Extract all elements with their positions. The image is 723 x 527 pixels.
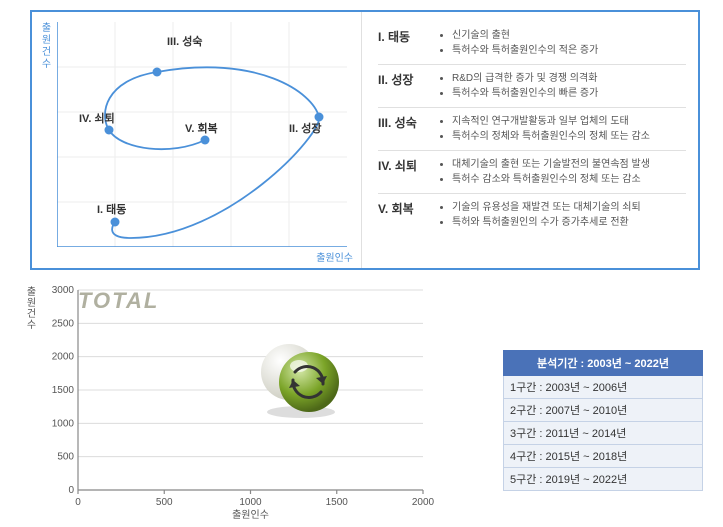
legend-desc-line: 특허와 특허출원인의 수가 증가추세로 전환 <box>452 215 641 230</box>
legend-row: I. 태동신기술의 출현특허수와 특허출원인수의 적은 증가 <box>378 22 686 65</box>
stage-marker <box>111 218 120 227</box>
stage-marker <box>315 113 324 122</box>
period-row: 3구간 : 2011년 ~ 2014년 <box>503 422 703 445</box>
legend-desc-line: 특허수와 특허출원인수의 빠른 증가 <box>452 86 598 101</box>
legend-label: III. 성숙 <box>378 114 438 131</box>
legend-row: III. 성숙지속적인 연구개발활동과 일부 업체의 도태특허수의 정체와 특허… <box>378 108 686 151</box>
legend-label: IV. 쇠퇴 <box>378 157 438 174</box>
x-tick: 2000 <box>412 497 435 508</box>
stage-label: II. 성장 <box>289 121 321 135</box>
y-tick: 3000 <box>52 285 75 296</box>
lifecycle-svg: I. 태동 V. 회복 II. 성장 III. 성숙 IV. 쇠퇴 <box>57 22 347 247</box>
total-chart-svg: 0 500 1000 1500 2000 2500 3000 0 500 1000 1500 2000… <box>38 280 438 520</box>
legend-desc: 신기술의 출현특허수와 특허출원인수의 적은 증가 <box>438 28 598 58</box>
stage-marker <box>201 136 210 145</box>
stage-marker <box>105 126 114 135</box>
y-tick: 500 <box>57 452 74 463</box>
legend-label: I. 태동 <box>378 28 438 45</box>
lifecycle-chart: 출원건수 출원인수 I. 태동 V. 회복 II. 성장 III. 성숙 IV. 쇠퇴 <box>32 12 362 268</box>
legend-row: II. 성장R&D의 급격한 증가 및 경쟁 의격화특허수와 특허출원인수의 빠… <box>378 65 686 108</box>
y-tick: 1000 <box>52 418 75 429</box>
legend-desc: 대체기술의 출현 또는 기술발전의 불연속점 발생특허수 감소와 특허출원인수의… <box>438 157 650 187</box>
stage-label: IV. 쇠퇴 <box>79 111 115 125</box>
legend-desc-line: 특허수와 특허출원인수의 적은 증가 <box>452 43 598 58</box>
y-tick: 2500 <box>52 318 75 329</box>
stage-label: I. 태동 <box>97 202 126 216</box>
legend-desc-line: 대체기술의 출현 또는 기술발전의 불연속점 발생 <box>452 157 650 172</box>
legend-desc-line: 기술의 유용성을 재발견 또는 대체기술의 쇠퇴 <box>452 200 641 215</box>
period-row: 5구간 : 2019년 ~ 2022년 <box>503 468 703 491</box>
x-tick: 1500 <box>326 497 349 508</box>
x-tick: 0 <box>75 497 81 508</box>
legend-desc-line: 특허수 감소와 특허출원인수의 정체 또는 감소 <box>452 172 650 187</box>
lifecycle-legend: I. 태동신기술의 출현특허수와 특허출원인수의 적은 증가II. 성장R&D의… <box>362 12 698 268</box>
lifecycle-panel: 출원건수 출원인수 I. 태동V. 회복II. 성장III. 성숙IV. 쇠퇴 … <box>30 10 700 270</box>
period-table-header: 분석기간 : 2003년 ~ 2022년 <box>503 350 703 376</box>
y-tick: 1500 <box>52 385 75 396</box>
legend-desc-line: R&D의 급격한 증가 및 경쟁 의격화 <box>452 71 598 86</box>
total-chart-x-axis-label: 출원인수 <box>232 509 269 520</box>
analysis-period-table: 분석기간 : 2003년 ~ 2022년 1구간 : 2003년 ~ 2006년… <box>503 350 703 491</box>
legend-desc: 기술의 유용성을 재발견 또는 대체기술의 쇠퇴특허와 특허출원인의 수가 증가… <box>438 200 641 230</box>
legend-desc-line: 지속적인 연구개발활동과 일부 업체의 도태 <box>452 114 650 129</box>
legend-row: V. 회복기술의 유용성을 재발견 또는 대체기술의 쇠퇴특허와 특허출원인의 … <box>378 194 686 236</box>
recycle-sphere-icon <box>255 340 347 420</box>
x-tick: 1000 <box>239 497 262 508</box>
y-tick: 0 <box>68 485 74 496</box>
lifecycle-x-axis-label: 출원인수 <box>316 249 353 264</box>
stage-label: III. 성숙 <box>167 34 203 48</box>
x-tick: 500 <box>156 497 173 508</box>
legend-row: IV. 쇠퇴대체기술의 출현 또는 기술발전의 불연속점 발생특허수 감소와 특… <box>378 151 686 194</box>
period-row: 1구간 : 2003년 ~ 2006년 <box>503 376 703 399</box>
period-row: 4구간 : 2015년 ~ 2018년 <box>503 445 703 468</box>
total-chart-y-axis-label: 출원건수 <box>22 286 37 330</box>
legend-label: V. 회복 <box>378 200 438 217</box>
total-chart: TOTAL 출원건수 05001000150020002500300005001… <box>20 280 440 520</box>
legend-desc-line: 특허수의 정체와 특허출원인수의 정체 또는 감소 <box>452 129 650 144</box>
period-row: 2구간 : 2007년 ~ 2010년 <box>503 399 703 422</box>
lifecycle-y-axis-label: 출원건수 <box>37 22 52 70</box>
legend-desc: R&D의 급격한 증가 및 경쟁 의격화특허수와 특허출원인수의 빠른 증가 <box>438 71 598 101</box>
legend-label: II. 성장 <box>378 71 438 88</box>
legend-desc-line: 신기술의 출현 <box>452 28 598 43</box>
y-tick: 2000 <box>52 352 75 363</box>
legend-desc: 지속적인 연구개발활동과 일부 업체의 도태특허수의 정체와 특허출원인수의 정… <box>438 114 650 144</box>
stage-marker <box>153 68 162 77</box>
stage-label: V. 회복 <box>185 121 218 135</box>
